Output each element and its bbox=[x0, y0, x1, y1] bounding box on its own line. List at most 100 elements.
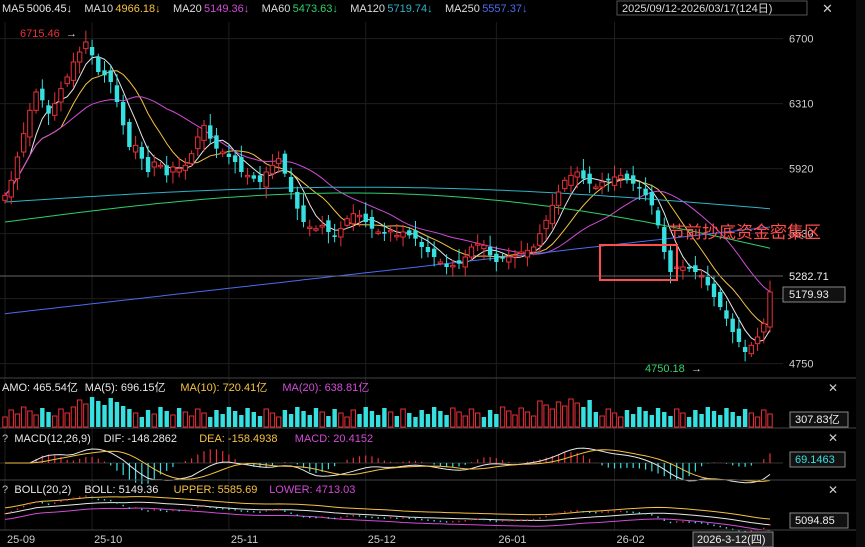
boll-legend-item-4: LOWER: 4713.03 bbox=[269, 484, 355, 496]
amo-bar-45 bbox=[282, 410, 288, 427]
candle-body-115 bbox=[718, 292, 723, 307]
amo-bar-31 bbox=[195, 408, 201, 428]
candle-body-67 bbox=[419, 242, 424, 247]
candle-body-24 bbox=[151, 161, 157, 168]
ma-legend-label-5: MA250 bbox=[445, 3, 480, 15]
candle-body-26 bbox=[164, 165, 169, 176]
candle-body-45 bbox=[282, 153, 288, 174]
candle-body-13 bbox=[83, 41, 89, 50]
last-price-box bbox=[782, 286, 846, 303]
macd-legend-item-2: DIF: -148.2862 bbox=[104, 433, 177, 445]
macd-close-icon[interactable]: ✕ bbox=[828, 431, 838, 445]
candle-body-55 bbox=[344, 218, 350, 226]
price-y-tick-1: 6310 bbox=[789, 99, 813, 111]
amo-bar-63 bbox=[394, 416, 400, 427]
annotation-text: 节前抄底资金密集区 bbox=[668, 223, 821, 242]
candle-body-113 bbox=[705, 277, 711, 286]
amo-bar-61 bbox=[382, 408, 387, 427]
amo-bar-116 bbox=[724, 408, 729, 427]
amo-bar-76 bbox=[474, 412, 481, 428]
ma-legend-label-2: MA20 bbox=[173, 3, 202, 15]
ma-lines bbox=[4, 56, 771, 343]
candle-body-53 bbox=[332, 235, 337, 237]
amo-bar-37 bbox=[232, 411, 238, 427]
boll-legend-item-2: BOLL: 5149.36 bbox=[84, 484, 158, 496]
amo-bar-18 bbox=[114, 402, 120, 427]
amo-bar-72 bbox=[450, 407, 456, 428]
candle-body-94 bbox=[587, 173, 592, 184]
price-y-tick-3: 5530 bbox=[789, 229, 813, 241]
amo-bar-47 bbox=[295, 407, 300, 427]
amo-bars bbox=[2, 397, 773, 428]
ma-legend-value-1: 4966.18↓ bbox=[115, 3, 160, 15]
candle-body-73 bbox=[456, 260, 462, 264]
candle-body-111 bbox=[693, 265, 698, 272]
candle-body-16 bbox=[102, 70, 107, 76]
amo-bar-74 bbox=[462, 415, 468, 428]
candle-body-14 bbox=[89, 47, 95, 56]
candle-body-30 bbox=[188, 153, 195, 165]
ma-legend-value-5: 5557.37↓ bbox=[482, 3, 527, 15]
amo-close-icon[interactable]: ✕ bbox=[828, 381, 838, 395]
amo-bar-1 bbox=[8, 409, 14, 428]
macd-legend: ? MACD(12,26,9) DIF: -148.2862 DEA: -158.49… bbox=[2, 433, 373, 445]
amo-right-value: 307.83亿 bbox=[795, 413, 840, 426]
amo-bar-50 bbox=[313, 408, 319, 427]
amo-bar-17 bbox=[108, 398, 113, 427]
amo-bar-113 bbox=[705, 407, 711, 427]
amo-bar-83 bbox=[518, 407, 524, 428]
amo-bar-41 bbox=[257, 416, 263, 427]
amo-bar-57 bbox=[357, 414, 362, 427]
candle-body-35 bbox=[219, 151, 226, 155]
amo-bar-123 bbox=[767, 413, 773, 428]
candle-body-27 bbox=[170, 166, 176, 173]
amo-bar-99 bbox=[618, 416, 624, 428]
amo-bar-40 bbox=[251, 412, 256, 427]
amo-bar-25 bbox=[158, 407, 163, 427]
highlight-box bbox=[599, 244, 678, 281]
amo-bar-35 bbox=[220, 414, 225, 427]
amo-bar-33 bbox=[208, 417, 213, 427]
candle-body-28 bbox=[176, 168, 182, 173]
candle-body-96 bbox=[599, 181, 605, 188]
amo-bar-46 bbox=[288, 414, 294, 427]
candle-body-98 bbox=[611, 176, 618, 186]
amo-bar-64 bbox=[400, 408, 406, 428]
amo-bar-69 bbox=[431, 407, 437, 427]
boll-legend-item-3: UPPER: 5585.69 bbox=[174, 484, 258, 496]
boll-close-icon[interactable]: ✕ bbox=[828, 483, 838, 497]
close-icon[interactable]: ✕ bbox=[822, 1, 833, 16]
boll-lower-line bbox=[4, 507, 771, 531]
candle-body-38 bbox=[239, 157, 244, 172]
candle-body-15 bbox=[96, 57, 101, 72]
amo-bar-92 bbox=[574, 402, 580, 428]
candle-body-50 bbox=[313, 228, 319, 231]
amo-bar-43 bbox=[269, 412, 276, 428]
candle-body-22 bbox=[139, 147, 145, 159]
amo-legend-item-1: MA(5): 696.15亿 bbox=[85, 381, 166, 394]
macd-legend-item-0: ? bbox=[2, 433, 8, 445]
candles bbox=[2, 30, 773, 362]
amo-bar-119 bbox=[742, 409, 748, 427]
candle-body-40 bbox=[251, 175, 256, 179]
amo-bar-53 bbox=[332, 409, 337, 427]
candle-body-118 bbox=[736, 328, 742, 342]
candle-body-76 bbox=[474, 243, 481, 246]
ma-legend-value-2: 5149.36↓ bbox=[204, 3, 249, 15]
cursor-date-box bbox=[692, 531, 774, 547]
amo-bar-80 bbox=[499, 406, 506, 428]
amo-bar-21 bbox=[132, 412, 139, 428]
candle-body-6 bbox=[40, 88, 45, 101]
candle-body-63 bbox=[394, 234, 400, 238]
amo-bar-75 bbox=[468, 408, 475, 428]
amo-bar-84 bbox=[524, 411, 531, 428]
amo-bar-86 bbox=[537, 400, 543, 428]
candle-body-37 bbox=[232, 155, 238, 162]
candle-body-47 bbox=[295, 192, 300, 209]
candle-body-41 bbox=[257, 175, 263, 182]
amo-bar-7 bbox=[46, 412, 51, 427]
amo-bar-30 bbox=[188, 415, 195, 428]
candle-body-68 bbox=[425, 247, 431, 252]
candle-body-87 bbox=[543, 219, 549, 230]
candle-body-102 bbox=[637, 187, 642, 189]
